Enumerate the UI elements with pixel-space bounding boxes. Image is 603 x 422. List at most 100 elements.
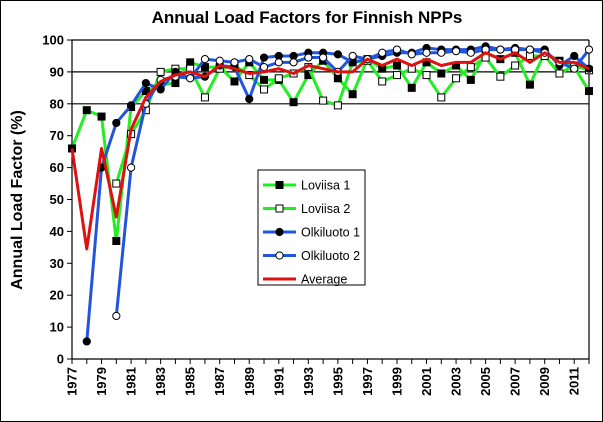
data-point (260, 85, 269, 94)
data-point (333, 101, 342, 110)
data-point (260, 75, 269, 84)
data-point (82, 106, 91, 115)
data-point (392, 45, 402, 54)
data-point (437, 48, 446, 57)
y-tick-label-100: 100 (42, 33, 64, 48)
y-tick-label-70: 70 (50, 128, 64, 143)
x-tick-label-1985: 1985 (183, 367, 198, 396)
data-point (289, 58, 298, 67)
data-point (525, 80, 534, 89)
axes: 0 10 20 30 40 50 60 70 80 90 100 1977 1979 1981 1983 19… (42, 33, 590, 396)
x-tick-label-2005: 2005 (478, 367, 493, 396)
legend-label: Olkiluoto 1 (301, 226, 360, 240)
x-tick-label-2001: 2001 (419, 367, 434, 396)
x-tick-label-1991: 1991 (271, 367, 286, 396)
y-tick-label-30: 30 (50, 256, 64, 271)
data-point (319, 53, 328, 62)
data-point (407, 50, 416, 59)
y-tick-label-20: 20 (50, 288, 64, 303)
data-point (200, 63, 209, 72)
data-point (333, 50, 342, 59)
data-point (466, 75, 475, 84)
legend-marker (275, 181, 284, 189)
data-point (200, 93, 209, 102)
data-point (422, 71, 431, 80)
legend: Loviisa 1 Loviisa 2 Olkiluoto 1 Olkiluoto 2… (257, 169, 366, 287)
data-point (112, 236, 121, 245)
data-point (274, 74, 283, 83)
data-point (230, 77, 239, 86)
x-tick-label-2011: 2011 (567, 367, 582, 395)
data-point (215, 56, 224, 65)
series-line (70, 51, 590, 251)
data-point (200, 55, 210, 64)
data-point (422, 48, 431, 57)
series-average (70, 51, 590, 251)
data-point (466, 48, 475, 57)
data-point (585, 87, 593, 96)
x-tick-label-1989: 1989 (242, 367, 257, 396)
data-point (378, 48, 387, 57)
legend-box (257, 169, 366, 286)
x-tick-label-1997: 1997 (360, 367, 375, 396)
data-point (112, 179, 121, 188)
data-point (392, 71, 401, 80)
data-point (525, 45, 535, 54)
legend-marker (275, 204, 284, 213)
data-point (451, 47, 461, 56)
x-tick-label-1983: 1983 (153, 367, 168, 396)
data-point (289, 98, 298, 107)
legend-item-olkiluoto-1: Olkiluoto 1 (263, 226, 360, 240)
data-point (555, 69, 564, 78)
legend-label: Loviisa 1 (301, 179, 350, 193)
x-tick-label-1987: 1987 (212, 367, 227, 396)
legend-item-olkiluoto-2: Olkiluoto 2 (263, 249, 360, 263)
data-point (259, 53, 269, 62)
data-point (259, 63, 269, 72)
y-tick-label-50: 50 (50, 192, 64, 207)
y-tick-label-10: 10 (50, 320, 64, 335)
data-point (82, 337, 91, 346)
x-tick-label-1995: 1995 (330, 367, 345, 396)
data-point (348, 51, 357, 61)
data-point (230, 58, 239, 67)
data-point (126, 101, 136, 110)
data-point (348, 90, 357, 99)
data-point (112, 311, 121, 321)
data-point (97, 112, 106, 121)
data-point (466, 63, 475, 72)
data-point (437, 93, 446, 102)
legend-item-loviisa-1: Loviisa 1 (263, 179, 350, 193)
legend-item-average: Average (263, 273, 347, 287)
series-layer (68, 42, 594, 346)
data-point (156, 67, 165, 76)
data-point (245, 55, 254, 64)
data-point (570, 51, 579, 61)
data-point (496, 72, 505, 81)
data-point (378, 77, 387, 86)
data-point (570, 64, 579, 73)
data-point (141, 78, 150, 88)
series-line (114, 54, 590, 184)
data-point (245, 71, 254, 80)
legend-label: Average (301, 273, 347, 287)
data-point (304, 53, 313, 62)
x-tick-label-1977: 1977 (65, 367, 80, 396)
data-point (452, 74, 461, 83)
x-tick-label-1979: 1979 (94, 367, 109, 396)
data-point (126, 163, 136, 172)
data-point (496, 45, 505, 54)
data-point (319, 96, 328, 105)
legend-label: Olkiluoto 2 (301, 249, 360, 263)
data-point (186, 74, 195, 83)
x-tick-label-1993: 1993 (301, 367, 316, 396)
x-tick-label-2009: 2009 (537, 367, 552, 396)
data-point (156, 85, 165, 94)
x-tick-label-2007: 2007 (508, 367, 523, 396)
legend-marker (275, 227, 284, 237)
legend-item-loviisa-2: Loviisa 2 (263, 202, 350, 216)
y-tick-label-0: 0 (57, 352, 64, 367)
y-tick-label-60: 60 (50, 160, 64, 175)
x-tick-label-1981: 1981 (124, 367, 139, 396)
